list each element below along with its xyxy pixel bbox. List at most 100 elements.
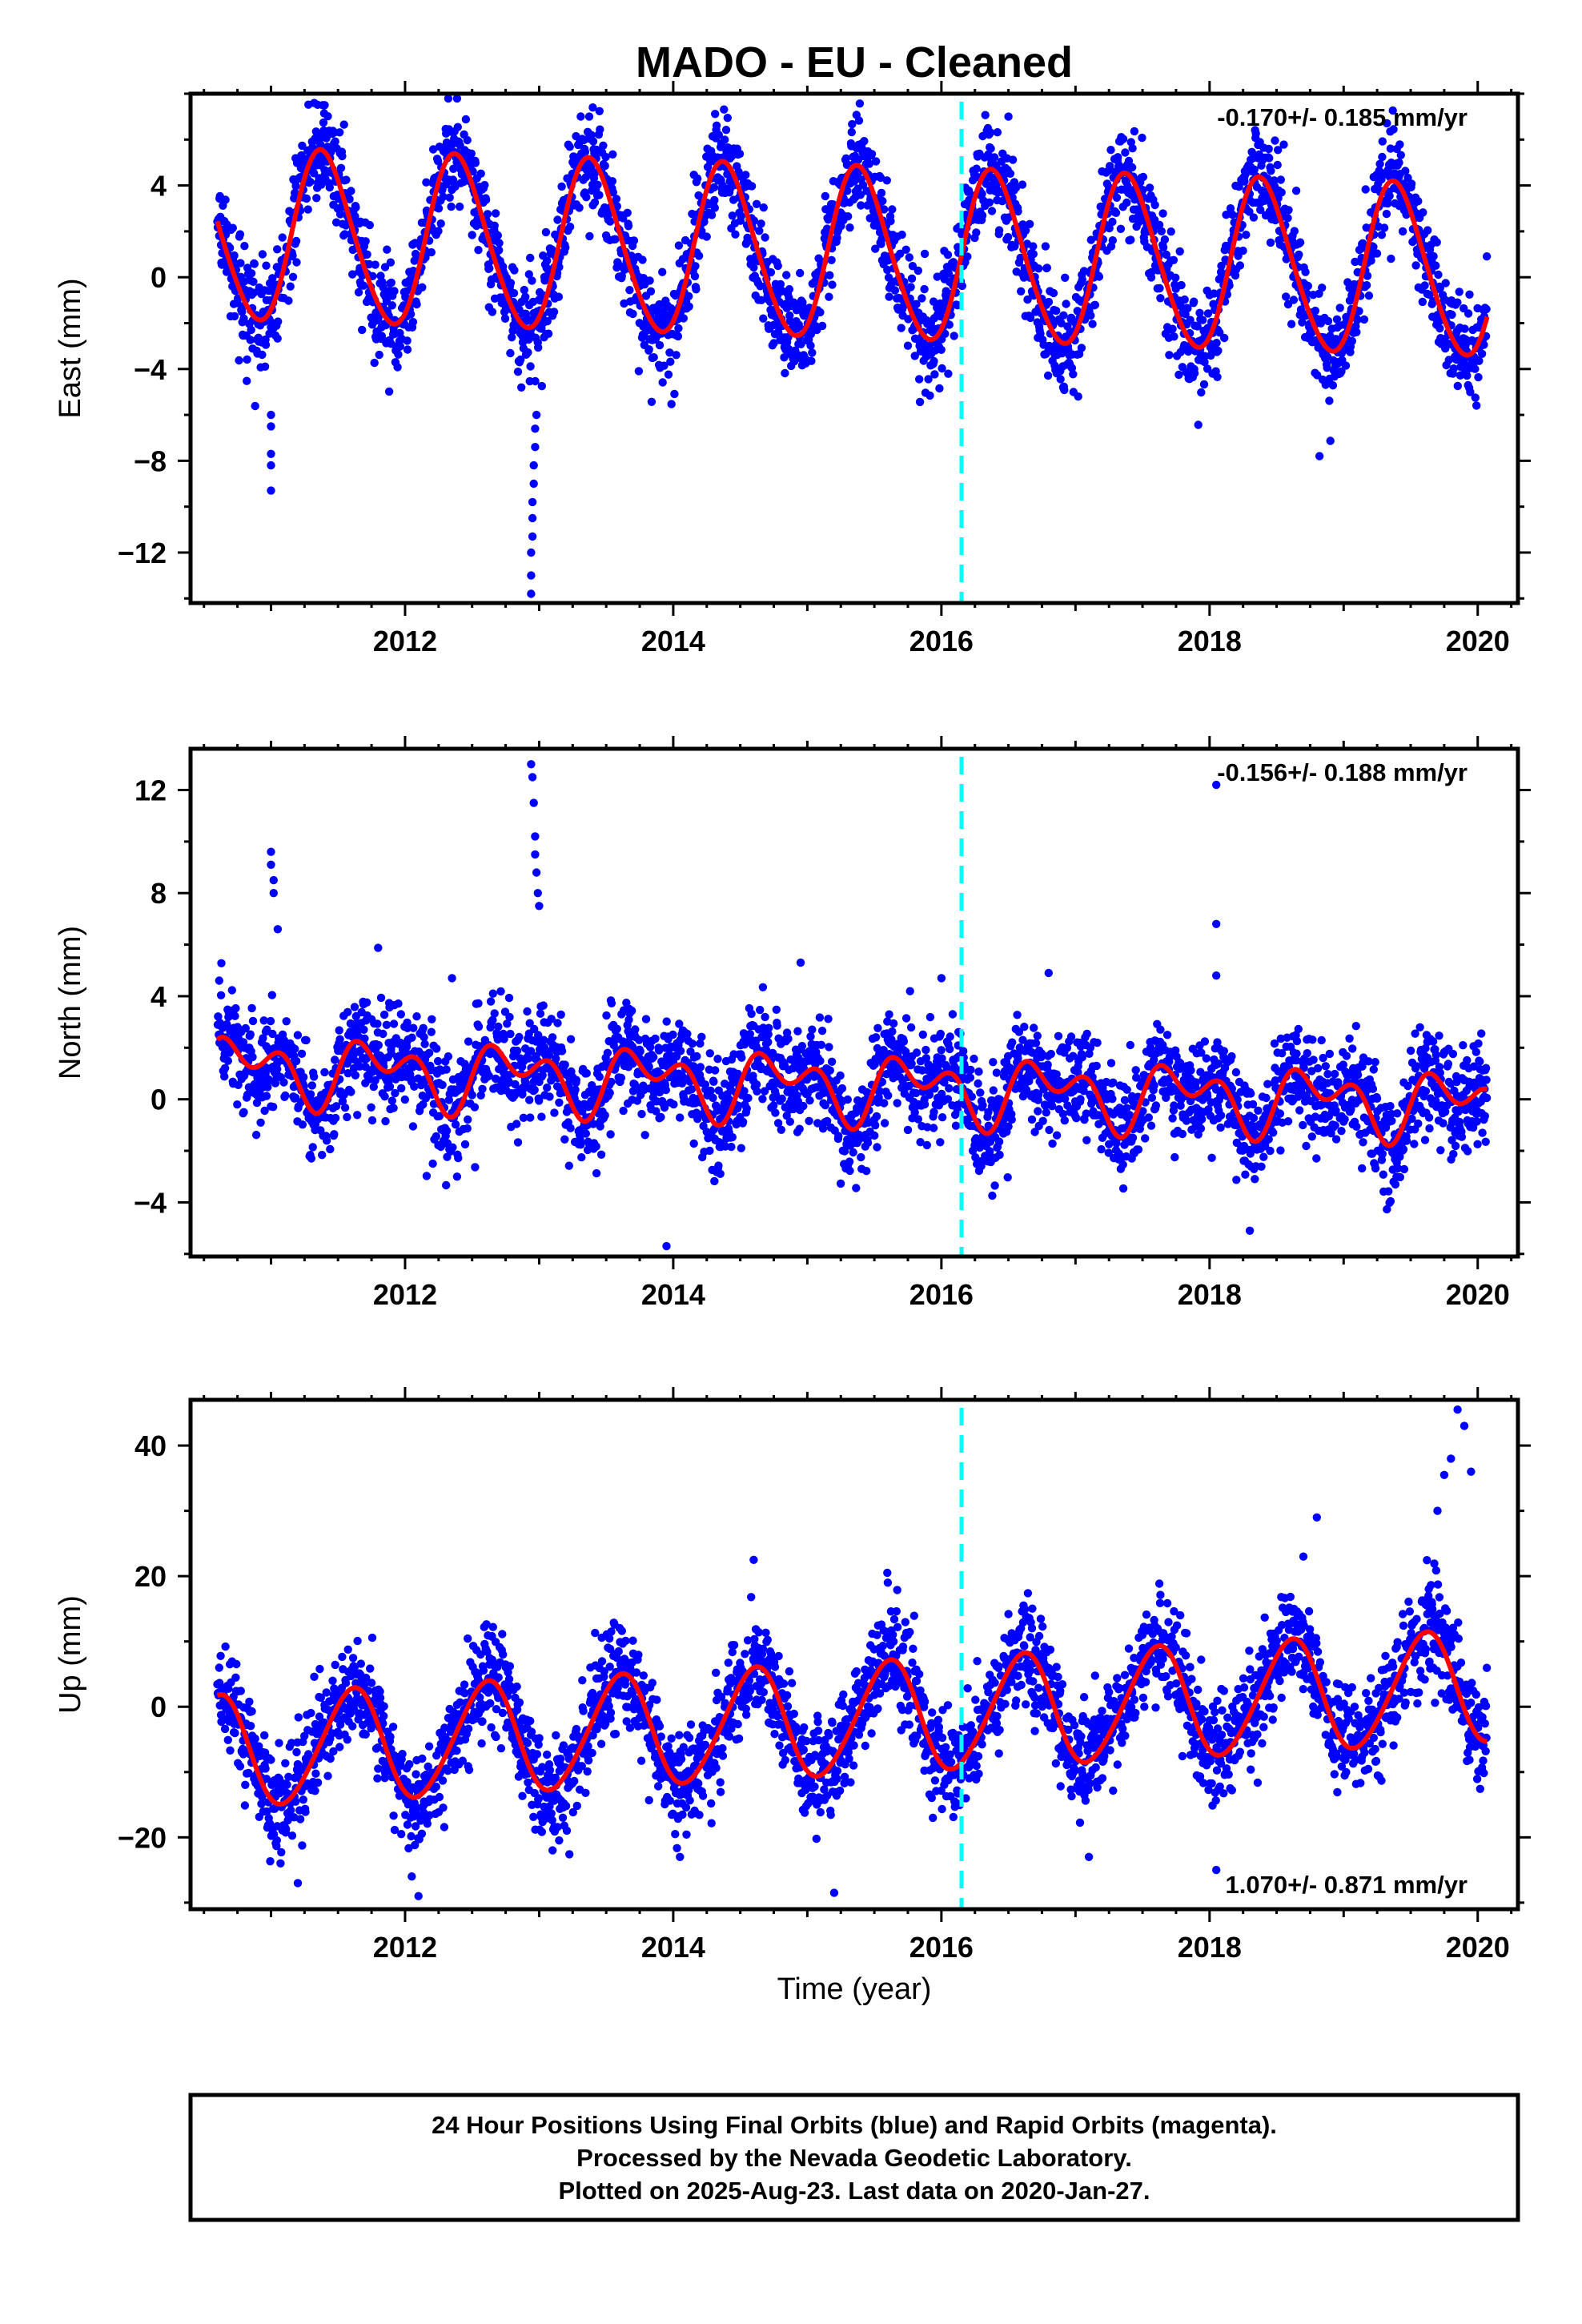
- data-point: [1266, 238, 1275, 247]
- data-point: [1059, 311, 1068, 320]
- data-point: [424, 1048, 434, 1058]
- data-point: [938, 1113, 947, 1122]
- data-point: [474, 1022, 484, 1031]
- data-point: [231, 1003, 240, 1013]
- data-point: [647, 397, 656, 406]
- data-point: [1003, 232, 1013, 242]
- data-point: [1049, 288, 1058, 298]
- data-point: [1017, 287, 1026, 296]
- data-point: [512, 1046, 522, 1055]
- y-tick-label: −8: [134, 444, 167, 477]
- data-point: [555, 1098, 564, 1108]
- data-point: [836, 1071, 845, 1080]
- data-point: [251, 401, 259, 411]
- y-tick-label: 4: [151, 170, 167, 203]
- data-point: [396, 1010, 405, 1019]
- data-point: [348, 270, 357, 279]
- data-point: [882, 176, 892, 185]
- data-point: [490, 1009, 499, 1018]
- data-point: [239, 314, 248, 323]
- data-point: [331, 218, 341, 227]
- data-point: [922, 1140, 932, 1150]
- data-point: [1043, 371, 1053, 380]
- data-point: [403, 345, 412, 354]
- data-point: [1112, 193, 1122, 202]
- data-point: [278, 233, 287, 242]
- data-point: [385, 1082, 395, 1092]
- data-point: [1177, 280, 1186, 290]
- data-point: [1455, 287, 1464, 296]
- data-point: [930, 1108, 938, 1116]
- data-point: [433, 1056, 443, 1066]
- data-point: [1435, 324, 1444, 333]
- data-point: [854, 116, 864, 125]
- data-point: [379, 1010, 389, 1019]
- data-point: [672, 351, 681, 360]
- data-point: [474, 246, 483, 255]
- data-point: [308, 1143, 317, 1152]
- figure-title: MADO - EU - Cleaned: [636, 38, 1073, 86]
- data-point: [483, 210, 492, 219]
- data-point: [735, 149, 745, 159]
- data-point: [845, 1166, 854, 1176]
- data-point: [608, 150, 617, 159]
- data-point: [500, 314, 510, 323]
- data-point: [291, 182, 300, 191]
- data-point: [863, 1138, 873, 1148]
- data-point: [439, 192, 448, 201]
- data-point: [712, 121, 721, 130]
- data-point: [897, 324, 905, 332]
- data-point: [316, 140, 325, 149]
- data-point: [806, 1032, 815, 1041]
- data-point: [679, 314, 688, 323]
- y-tick-label: −12: [118, 537, 167, 569]
- data-point: [592, 1168, 601, 1178]
- data-point: [817, 1040, 825, 1050]
- data-point: [488, 989, 497, 998]
- data-point: [448, 1143, 457, 1152]
- data-point: [972, 228, 981, 237]
- data-point: [899, 1037, 909, 1046]
- data-point: [230, 312, 239, 321]
- data-point: [612, 1024, 621, 1034]
- data-point: [486, 997, 496, 1006]
- data-point: [827, 255, 836, 264]
- data-point: [1145, 183, 1154, 192]
- data-point: [548, 245, 556, 254]
- data-point: [878, 196, 887, 206]
- data-point: [566, 1035, 576, 1043]
- data-point: [380, 263, 390, 271]
- data-point: [335, 1035, 344, 1044]
- x-tick-label: 2020: [1446, 625, 1510, 657]
- data-point: [438, 1080, 447, 1090]
- data-point: [513, 368, 523, 376]
- data-point: [981, 111, 990, 119]
- data-point: [901, 245, 910, 254]
- data-point: [797, 1042, 807, 1051]
- data-point: [1086, 311, 1095, 320]
- data-point: [394, 999, 403, 1008]
- data-point: [273, 245, 282, 254]
- data-point: [1041, 242, 1050, 251]
- data-point: [288, 251, 297, 260]
- data-point: [1453, 298, 1462, 307]
- data-point: [644, 1062, 653, 1072]
- data-point: [612, 195, 621, 203]
- data-point: [340, 1104, 350, 1112]
- data-point: [765, 1023, 773, 1032]
- data-point: [946, 1044, 954, 1054]
- data-point: [905, 987, 914, 995]
- data-point: [667, 400, 676, 408]
- data-point: [897, 230, 906, 239]
- data-point: [946, 1032, 954, 1041]
- data-point: [645, 276, 654, 285]
- data-point: [1295, 250, 1303, 259]
- data-point: [986, 144, 995, 153]
- data-point: [291, 1044, 299, 1053]
- data-point: [884, 1091, 893, 1100]
- data-point: [1464, 309, 1473, 318]
- data-point: [625, 286, 634, 295]
- data-point: [246, 1030, 255, 1039]
- data-point: [309, 1072, 319, 1081]
